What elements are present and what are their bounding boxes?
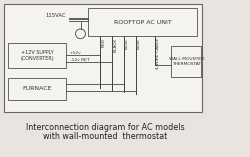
Text: +12V SUPPLY
(CONVERTER): +12V SUPPLY (CONVERTER) [20,50,54,61]
Text: FURNACE: FURNACE [22,86,52,91]
Text: BLUE: BLUE [137,38,141,49]
Text: with wall-mounted  thermostat: with wall-mounted thermostat [43,133,167,141]
Text: ROOFTOP AC UNIT: ROOFTOP AC UNIT [114,19,172,24]
Bar [8,78,66,100]
Text: BLACK: BLACK [113,38,117,52]
Text: 4-WIRE CABLE: 4-WIRE CABLE [156,38,160,69]
Text: WALL MOUNTED
THERMOSTAT: WALL MOUNTED THERMOSTAT [168,57,204,66]
Bar [4,4,202,112]
Bar [88,8,197,36]
Text: RED: RED [101,38,105,47]
Text: Interconnection diagram for AC models: Interconnection diagram for AC models [26,123,184,132]
Bar [172,46,201,77]
Text: BLUE: BLUE [125,38,129,49]
Bar [8,43,66,68]
Text: 115VAC: 115VAC [46,13,66,18]
Text: +12v: +12v [70,51,81,55]
Text: -12v RET: -12v RET [70,58,89,62]
